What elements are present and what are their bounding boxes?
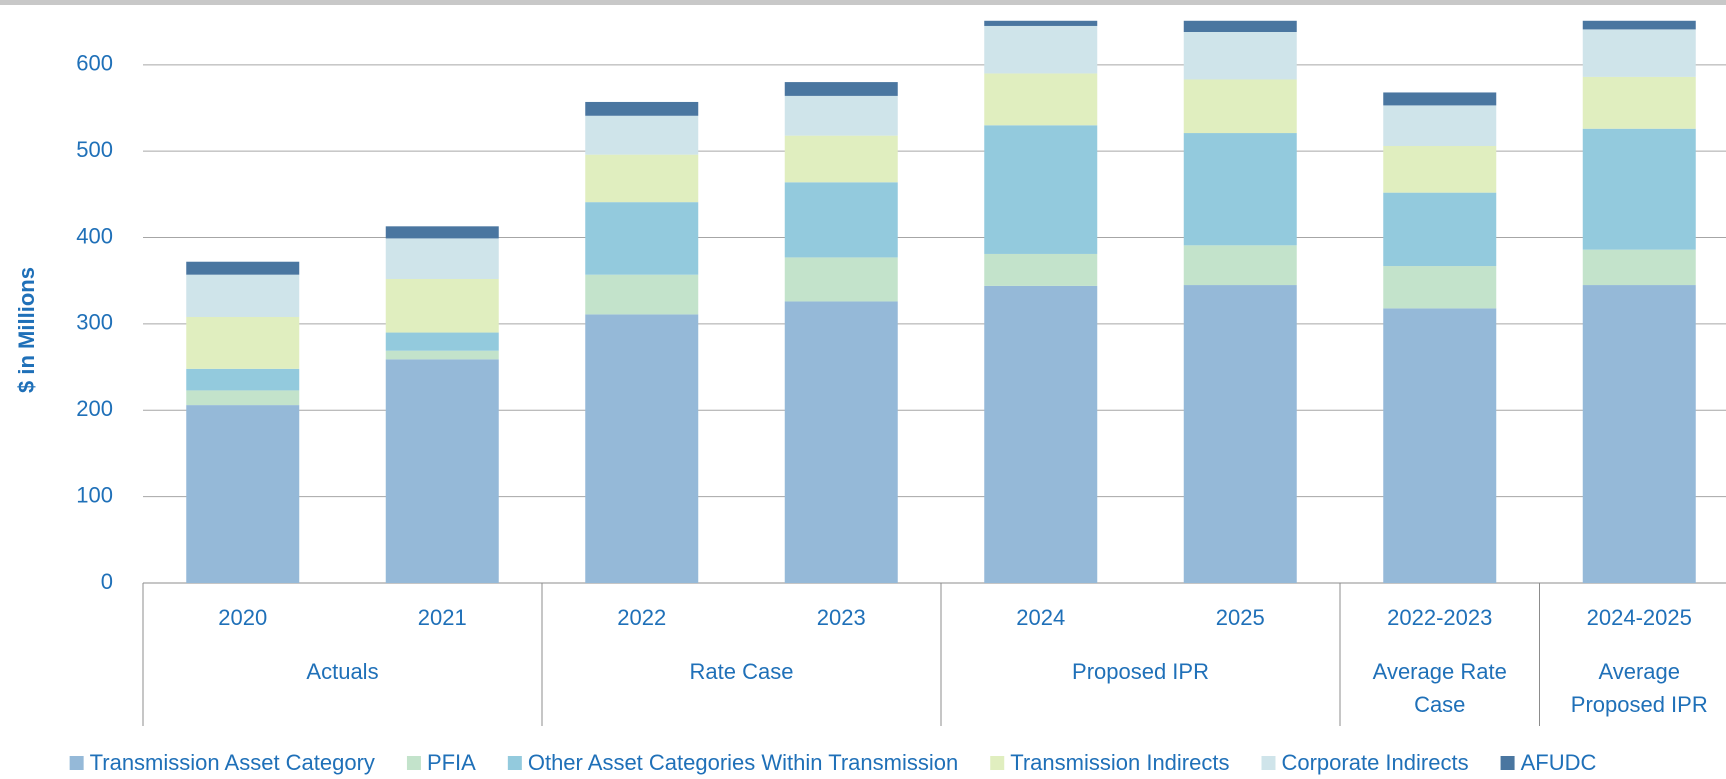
bar-segment [1582, 128, 1696, 250]
bar-segment [385, 279, 499, 333]
top-bar [0, 0, 1726, 5]
legend-label: AFUDC [1521, 750, 1597, 775]
bar-segment [1582, 20, 1696, 30]
bar-segment [186, 405, 300, 583]
bar-segment [1183, 79, 1297, 134]
bar-segment [585, 314, 699, 583]
legend-swatch [1500, 756, 1515, 770]
bar-segment [585, 154, 699, 203]
y-tick-label: 300 [76, 310, 113, 335]
bar-segment [385, 238, 499, 279]
group-label: Proposed IPR [1072, 659, 1209, 684]
group-label: Rate Case [690, 659, 794, 684]
group-label: Average Rate Case [1373, 659, 1507, 717]
bar-segment [186, 368, 300, 391]
bar-segment [186, 274, 300, 317]
legend-label: Transmission Asset Category [90, 750, 375, 775]
bar-segment [385, 359, 499, 583]
bar-segment [984, 125, 1098, 254]
bar-segment [385, 226, 499, 239]
bar-segment [585, 101, 699, 116]
x-tick-label: 2023 [817, 605, 866, 630]
bar-segment [784, 301, 898, 583]
bar-segment [1383, 192, 1497, 267]
x-tick-label: 2024-2025 [1587, 605, 1692, 630]
x-tick-label: 2020 [218, 605, 267, 630]
legend-label: Corporate Indirects [1281, 750, 1468, 775]
legend-swatch [507, 756, 522, 770]
bar-segment [1183, 32, 1297, 80]
legend-label: Other Asset Categories Within Transmissi… [528, 750, 958, 775]
y-axis-label: $ in Millions [14, 267, 39, 393]
y-tick-label: 400 [76, 223, 113, 248]
legend-swatch [990, 756, 1005, 770]
y-tick-label: 500 [76, 137, 113, 162]
bar-segment [1183, 133, 1297, 246]
x-tick-label: 2024 [1016, 605, 1065, 630]
bar-segment [1183, 245, 1297, 286]
legend-label: PFIA [427, 750, 476, 775]
bar-segment [186, 390, 300, 406]
group-label: Average Proposed IPR [1571, 659, 1708, 717]
bar-segment [984, 20, 1098, 26]
x-tick-label: 2022 [617, 605, 666, 630]
x-tick-label: 2021 [418, 605, 467, 630]
y-tick-label: 100 [76, 482, 113, 507]
bar-segment [585, 274, 699, 315]
bar-segment [385, 332, 499, 351]
bar-segment [1582, 285, 1696, 583]
bar-segment [1383, 92, 1497, 106]
y-tick-label: 200 [76, 396, 113, 421]
bar-segment [984, 285, 1098, 583]
bar-segment [1582, 29, 1696, 77]
bar-segment [585, 202, 699, 275]
legend-swatch [69, 756, 84, 770]
bar-segment [784, 182, 898, 258]
y-tick-label: 600 [76, 51, 113, 76]
bar-segment [1383, 105, 1497, 146]
bar-segment [385, 350, 499, 360]
x-tick-label: 2025 [1216, 605, 1265, 630]
y-tick-label: 0 [101, 569, 113, 594]
bar-segment [186, 261, 300, 275]
bar-segment [1183, 20, 1297, 32]
bar-segment [984, 73, 1098, 126]
bar-segment [984, 253, 1098, 286]
bar-segment [186, 317, 300, 369]
bar-segment [784, 82, 898, 96]
bar-segment [1383, 266, 1497, 309]
bar-segment [1183, 285, 1297, 583]
bar-segment [784, 95, 898, 136]
bar-segment [585, 115, 699, 155]
bar-segment [784, 135, 898, 183]
bar-segment [1383, 146, 1497, 193]
legend-swatch [406, 756, 421, 770]
bar-segment [1582, 249, 1696, 286]
bar-segment [1582, 76, 1696, 129]
bar-segment [984, 25, 1098, 74]
bar-segment [784, 257, 898, 302]
legend-swatch [1261, 756, 1276, 770]
legend-label: Transmission Indirects [1010, 750, 1229, 775]
bar-segment [1383, 308, 1497, 583]
x-tick-label: 2022-2023 [1387, 605, 1492, 630]
group-label: Actuals [306, 659, 378, 684]
